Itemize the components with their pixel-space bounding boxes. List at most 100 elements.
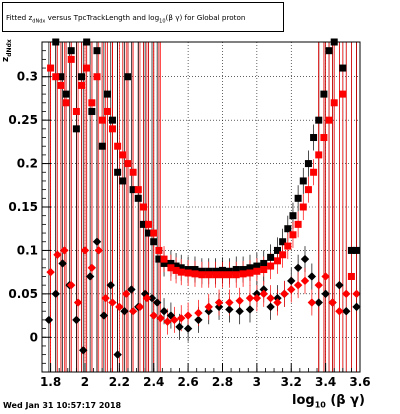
data-point xyxy=(352,302,361,312)
title-sub2: 10 xyxy=(159,18,166,25)
data-point xyxy=(83,64,91,72)
data-point xyxy=(335,307,344,316)
data-point xyxy=(321,272,330,281)
data-point xyxy=(103,107,111,115)
title-sub: dNdx xyxy=(32,18,46,25)
data-point xyxy=(103,90,111,98)
data-point xyxy=(294,220,302,228)
data-point xyxy=(57,73,65,81)
x-tick-label: 2.8 xyxy=(212,375,233,389)
data-point xyxy=(314,280,323,290)
x-label-suffix: (β γ) xyxy=(325,393,365,408)
data-point xyxy=(79,346,88,355)
data-point xyxy=(72,107,80,115)
data-point xyxy=(266,302,275,312)
data-point xyxy=(114,142,122,150)
data-point xyxy=(62,99,70,107)
data-point xyxy=(170,315,179,325)
data-point xyxy=(120,307,129,316)
data-point xyxy=(60,246,69,255)
data-point xyxy=(204,307,213,316)
data-point xyxy=(307,298,317,307)
data-point xyxy=(94,246,103,255)
data-point xyxy=(156,313,165,323)
data-point xyxy=(212,271,220,279)
x-axis-label: log10 (β γ) xyxy=(292,393,365,410)
data-point xyxy=(127,285,136,294)
x-tick-label: 2 xyxy=(81,375,89,389)
data-point xyxy=(320,134,328,142)
data-point xyxy=(115,302,124,312)
data-point xyxy=(51,289,60,299)
data-point xyxy=(330,99,338,107)
title-suffix: (β γ) for Global proton xyxy=(165,13,246,22)
data-point xyxy=(129,168,137,176)
data-point xyxy=(160,255,168,263)
data-point xyxy=(325,116,333,124)
data-point xyxy=(260,259,268,267)
data-point xyxy=(315,151,323,159)
data-point xyxy=(80,246,90,255)
y-tick-label: 0.15 xyxy=(8,200,38,214)
data-point xyxy=(177,264,185,272)
data-point xyxy=(287,285,296,294)
data-point xyxy=(183,324,193,333)
data-point xyxy=(214,302,224,312)
data-point xyxy=(139,220,147,228)
data-point xyxy=(218,266,226,274)
data-point xyxy=(304,160,312,168)
data-point xyxy=(300,254,310,264)
y-tick-label: 0.25 xyxy=(8,113,38,127)
data-point xyxy=(347,246,355,254)
data-point xyxy=(62,90,70,98)
chart-title: Fitted zdNdx versus TpcTrackLength and l… xyxy=(2,2,284,32)
data-point xyxy=(175,322,184,332)
data-point xyxy=(335,280,344,290)
data-point xyxy=(342,307,351,316)
data-point xyxy=(52,73,60,81)
data-point xyxy=(99,311,109,320)
data-point xyxy=(128,307,138,316)
data-point xyxy=(273,257,281,265)
data-point xyxy=(225,271,233,279)
data-point xyxy=(310,134,318,142)
data-point xyxy=(267,262,275,270)
data-point xyxy=(119,151,127,159)
x-tick-label: 3.4 xyxy=(315,375,336,389)
data-point xyxy=(279,251,287,259)
data-point xyxy=(284,225,292,233)
data-point xyxy=(67,280,76,290)
data-point xyxy=(235,307,244,316)
data-point xyxy=(129,186,137,194)
data-point xyxy=(246,269,254,277)
data-point xyxy=(259,289,268,299)
x-tick-label: 3.6 xyxy=(349,375,370,389)
data-point xyxy=(93,47,101,55)
data-point xyxy=(92,237,102,246)
data-point xyxy=(108,116,116,124)
data-point xyxy=(239,266,247,274)
data-point xyxy=(72,315,81,325)
data-point xyxy=(218,271,226,279)
data-point xyxy=(134,194,142,202)
y-tick-label: 0.05 xyxy=(8,287,38,301)
data-point xyxy=(98,116,106,124)
data-point xyxy=(101,293,110,303)
data-point xyxy=(300,276,310,286)
x-tick-label: 3.2 xyxy=(281,375,302,389)
data-point xyxy=(191,266,199,274)
data-point xyxy=(239,270,247,278)
data-point xyxy=(135,302,145,312)
x-tick-label: 2.2 xyxy=(109,375,130,389)
x-tick-label: 2.6 xyxy=(177,375,198,389)
y-tick-label: 0.3 xyxy=(17,70,38,84)
data-point xyxy=(273,298,282,307)
data-point xyxy=(147,293,157,303)
data-point xyxy=(159,307,169,316)
data-point xyxy=(289,231,297,239)
data-point xyxy=(339,64,347,72)
data-point xyxy=(139,203,147,211)
data-point xyxy=(183,311,193,320)
data-point xyxy=(245,293,255,303)
data-point xyxy=(280,289,289,299)
